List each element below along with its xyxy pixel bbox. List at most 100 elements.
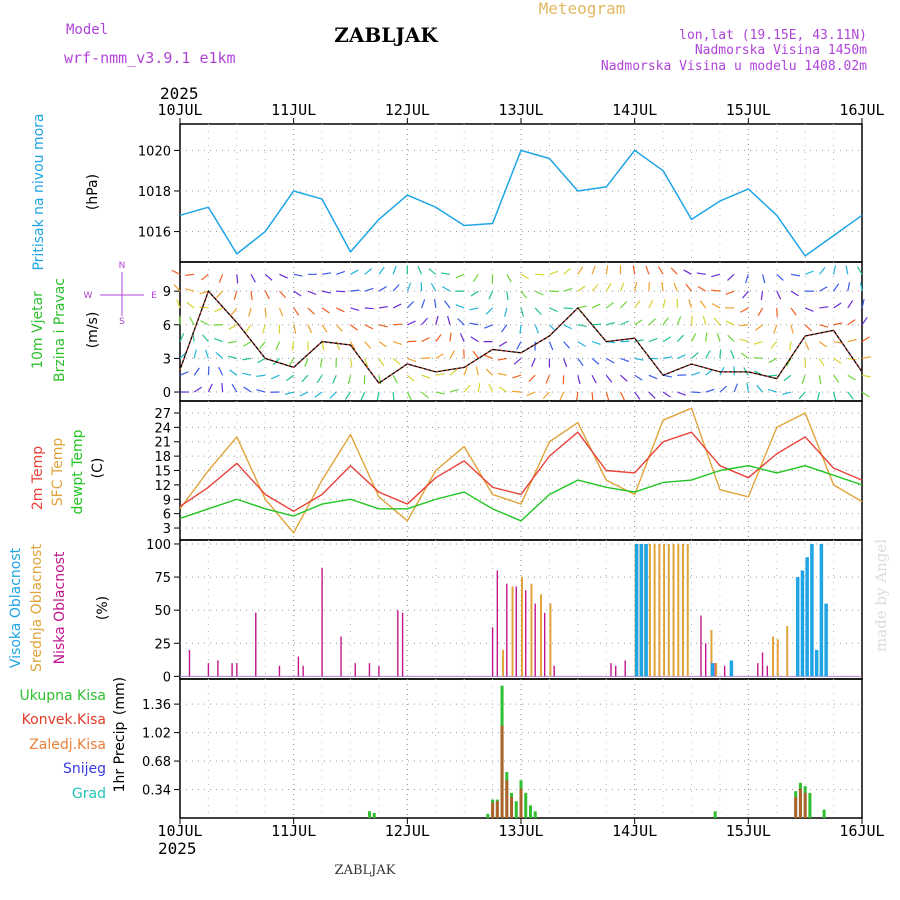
wind-arrow <box>469 322 479 326</box>
mid-cloud-bar <box>511 586 514 677</box>
y-tick-label: 0.68 <box>142 755 171 770</box>
year-bottom: 2025 <box>158 839 197 858</box>
wind-arrow <box>559 391 565 401</box>
mid-cloud-bar <box>648 543 651 677</box>
wind-arrow <box>463 366 468 376</box>
wind-arrow <box>350 324 358 331</box>
wind-arrow <box>833 340 843 344</box>
mid-cloud-bar <box>653 543 656 677</box>
low-cloud-bar <box>766 665 768 677</box>
wind-arrow <box>861 374 871 378</box>
wind-arrow <box>291 341 295 351</box>
wind-arrow <box>757 307 764 317</box>
low-cloud-bar <box>610 663 612 677</box>
wind-arrow <box>528 374 536 382</box>
wind-arrow <box>483 354 493 359</box>
low-cloud-bar <box>340 636 342 677</box>
low-cloud-bar <box>496 570 499 677</box>
low-cloud-bar <box>207 663 210 677</box>
wind-arrow <box>685 283 692 292</box>
wind-arrow <box>270 374 280 380</box>
wind-arrow <box>768 357 778 364</box>
high-cloud-bar <box>819 543 824 677</box>
wind-arrow <box>213 337 223 343</box>
wind-arrow <box>463 384 471 393</box>
wind-arrow <box>776 290 782 300</box>
wind-arrow <box>332 374 337 384</box>
y-tick-label: 3 <box>163 522 171 537</box>
wind-arrow <box>591 374 597 384</box>
low-cloud-bar <box>354 663 356 677</box>
total-precip-bar <box>528 805 532 818</box>
wind-arrow <box>447 315 451 325</box>
wind-arrow <box>727 273 735 281</box>
wind-arrow <box>773 324 778 334</box>
wind-arrow <box>634 339 644 343</box>
wind-arrow <box>378 285 387 292</box>
total-precip-bar <box>808 792 812 818</box>
model-label: Model <box>66 22 108 38</box>
model-name: wrf-nmm_v3.9.1 e1km <box>64 49 236 67</box>
wind-arrow <box>648 374 658 380</box>
wind-arrow <box>470 290 479 297</box>
low-cloud-bar <box>705 643 707 677</box>
conv-precip-bar <box>794 797 798 818</box>
wind-arrow <box>804 341 810 351</box>
mid-cloud-bar <box>502 649 505 677</box>
sfc-temp-title: SFC Temp <box>50 438 66 507</box>
wind-arrow <box>745 274 749 284</box>
conv-precip-bar <box>495 801 499 818</box>
wind-arrow <box>231 384 238 393</box>
wind-arrow <box>288 358 295 367</box>
wind-arrow <box>392 265 397 275</box>
dewpt-line <box>179 465 863 522</box>
mid-cloud-bar <box>715 663 718 677</box>
wind-arrow <box>299 391 309 397</box>
wind-arrow <box>329 391 337 399</box>
legend-conv-precip: Konvek.Kisa <box>22 712 106 728</box>
wind-arrow <box>378 341 387 348</box>
high-cloud-bar <box>824 603 828 677</box>
wind-arrow <box>171 269 181 275</box>
wind-arrow <box>250 274 256 283</box>
x-tick-label-bottom: 12JUL <box>385 822 430 840</box>
total-precip-bar <box>486 813 490 818</box>
wind-arrow <box>605 391 610 401</box>
wind-arrow <box>801 375 806 384</box>
elevation-label: Nadmorska Visina 1450m <box>695 43 867 58</box>
compass-south: S <box>119 317 125 327</box>
wind-arrow <box>259 341 266 349</box>
wind-arrow <box>833 283 840 292</box>
coords-label: lon,lat (19.15E, 43.11N) <box>679 28 867 43</box>
wind-arrow <box>688 299 693 309</box>
wind-arrow <box>242 357 252 361</box>
x-tick-label-bottom: 15JUL <box>726 822 771 840</box>
wind-arrow <box>406 282 412 292</box>
total-precip-bar <box>367 811 371 818</box>
wind-arrow <box>193 349 197 359</box>
wind-arrow <box>321 307 330 314</box>
wind-arrow <box>364 287 374 292</box>
wind-arrow <box>360 391 366 401</box>
y-tick-label: 0 <box>163 670 171 685</box>
wind-arrow <box>690 333 697 342</box>
y-tick-label: 21 <box>154 436 171 451</box>
wind-arrow <box>605 265 609 275</box>
wind-arrow <box>421 317 429 326</box>
y-tick-label: 1020 <box>138 144 171 159</box>
wind-arrow <box>739 338 749 343</box>
low-cloud-bar <box>723 665 726 677</box>
wind-arrow <box>435 315 439 325</box>
wind-arrow <box>430 282 437 292</box>
wind-arrow <box>847 357 857 361</box>
wind-arrow <box>847 374 856 381</box>
temp2m-title: 2m Temp <box>30 446 46 510</box>
wind-arrow <box>534 324 539 334</box>
mid-cloud-bar <box>677 543 680 677</box>
wind-arrow <box>215 351 224 359</box>
low-cloud-title: Niska Oblacnost <box>52 551 68 664</box>
wind-arrow <box>349 358 353 368</box>
wind-arrow <box>719 366 725 376</box>
wind-arrow <box>227 355 237 359</box>
low-cloud-bar <box>624 660 626 677</box>
